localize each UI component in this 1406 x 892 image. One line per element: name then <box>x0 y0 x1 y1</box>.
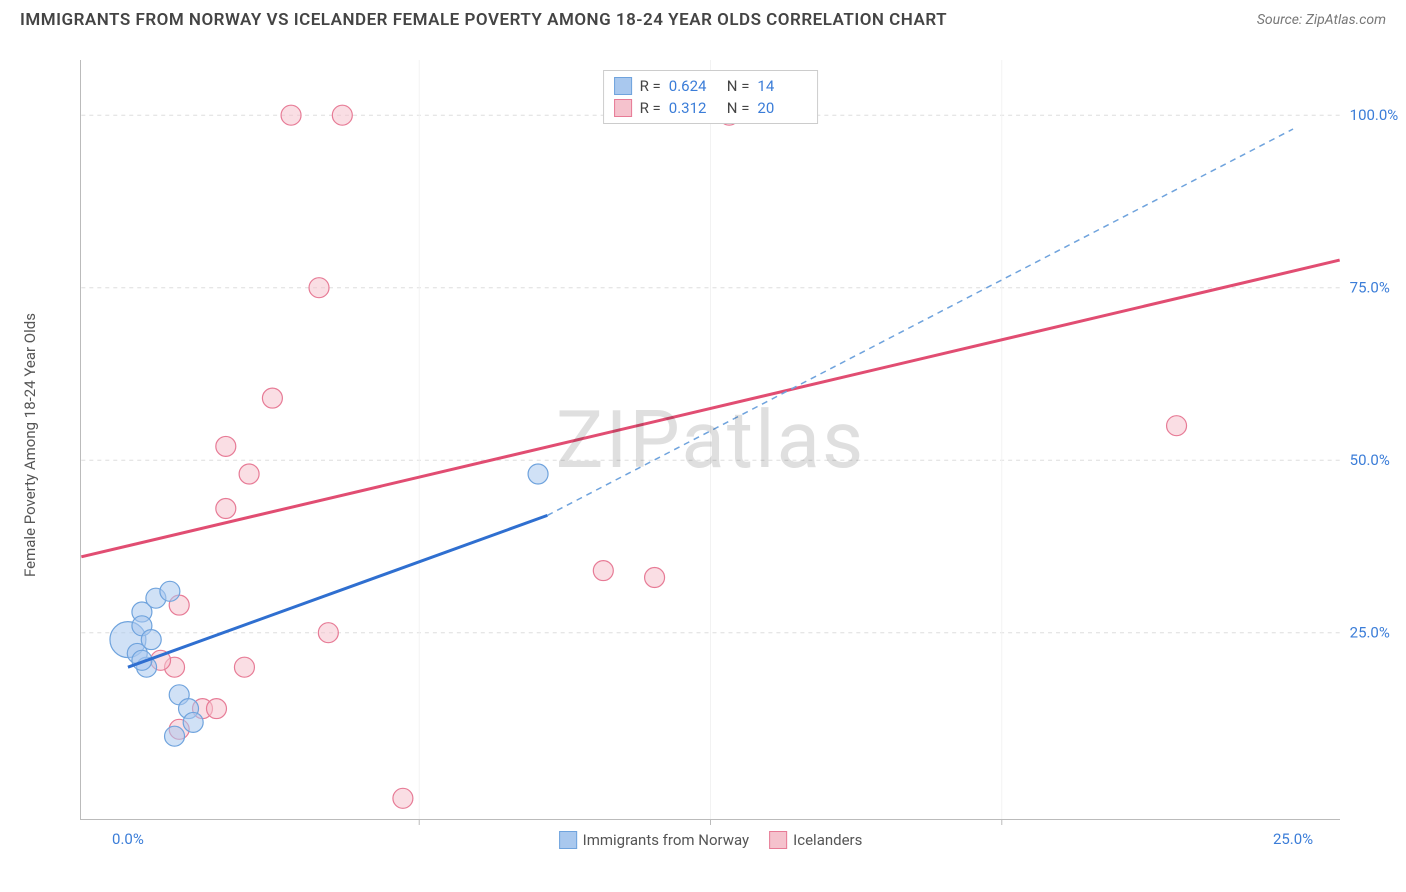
n-value-iceland: 20 <box>757 99 807 117</box>
r-label: R = <box>640 99 661 117</box>
chart-source: Source: ZipAtlas.com <box>1257 12 1386 28</box>
r-value-iceland: 0.312 <box>669 99 719 117</box>
legend-label-norway: Immigrants from Norway <box>583 831 750 849</box>
n-label: N = <box>727 77 750 95</box>
plot-svg: 25.0%50.0%75.0%100.0%0.0%25.0% <box>81 60 1340 819</box>
svg-text:25.0%: 25.0% <box>1350 624 1390 642</box>
legend-label-iceland: Icelanders <box>793 831 862 849</box>
y-axis-label: Female Poverty Among 18-24 Year Olds <box>21 313 39 577</box>
r-label: R = <box>640 77 661 95</box>
swatch-norway <box>614 77 632 95</box>
svg-text:50.0%: 50.0% <box>1350 451 1390 469</box>
swatch-iceland <box>769 831 787 849</box>
chart-header: IMMIGRANTS FROM NORWAY VS ICELANDER FEMA… <box>0 0 1406 40</box>
chart-container: Female Poverty Among 18-24 Year Olds ZIP… <box>50 50 1390 840</box>
legend-item-iceland: Icelanders <box>769 831 862 849</box>
legend-correlation: R = 0.624 N = 14 R = 0.312 N = 20 <box>603 70 819 124</box>
svg-text:25.0%: 25.0% <box>1273 830 1313 848</box>
swatch-norway <box>559 831 577 849</box>
legend-series: Immigrants from Norway Icelanders <box>559 831 863 849</box>
svg-text:0.0%: 0.0% <box>112 830 144 848</box>
legend-row-norway: R = 0.624 N = 14 <box>614 75 808 97</box>
svg-text:75.0%: 75.0% <box>1350 279 1390 297</box>
n-value-norway: 14 <box>757 77 807 95</box>
n-label: N = <box>727 99 750 117</box>
chart-title: IMMIGRANTS FROM NORWAY VS ICELANDER FEMA… <box>20 10 947 30</box>
swatch-iceland <box>614 99 632 117</box>
legend-row-iceland: R = 0.312 N = 20 <box>614 97 808 119</box>
svg-text:100.0%: 100.0% <box>1350 106 1399 124</box>
legend-item-norway: Immigrants from Norway <box>559 831 750 849</box>
plot-area: ZIPatlas R = 0.624 N = 14 R = 0.312 N = … <box>80 60 1340 820</box>
r-value-norway: 0.624 <box>669 77 719 95</box>
